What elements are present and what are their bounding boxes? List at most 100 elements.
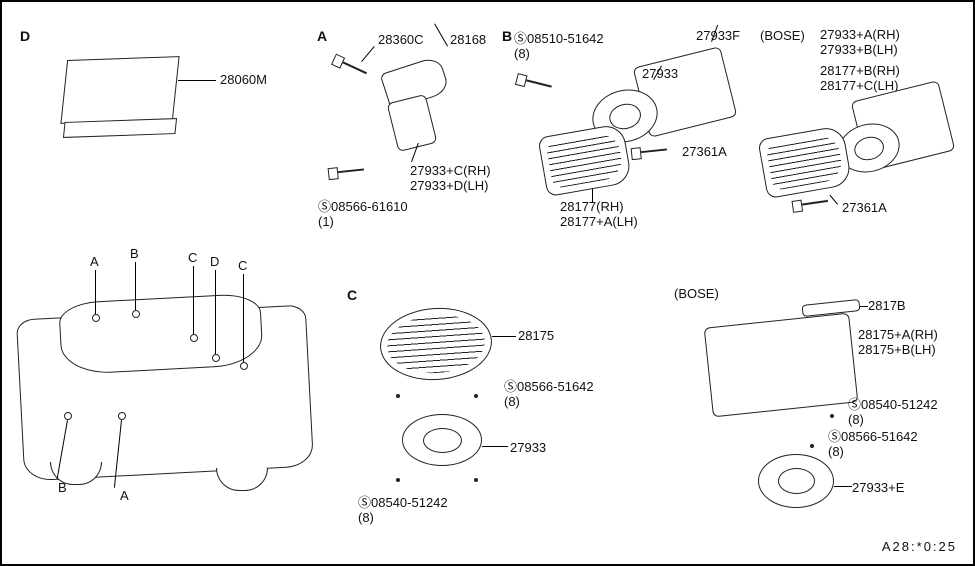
label-27933-c: 27933	[510, 440, 546, 455]
screw-c-1	[396, 394, 400, 398]
screw-c-3	[396, 478, 400, 482]
tweeter-body	[387, 94, 438, 152]
pin-c1	[190, 334, 198, 342]
label-br-speaker-rh: 28177+B(RH)	[820, 64, 900, 79]
pin-a1	[92, 314, 100, 322]
label-br-bracket: 27933+A(RH) 27933+B(LH)	[820, 28, 900, 58]
screw-c-4	[474, 478, 478, 482]
grille-br	[757, 125, 852, 199]
label-c-bottom-qty: (8)	[358, 511, 448, 526]
pin-label-a2: A	[120, 488, 129, 503]
module-box	[60, 56, 179, 124]
pin-label-d1: D	[210, 254, 219, 269]
bolt-a-screwclip	[339, 60, 367, 74]
pin-label-b1: B	[130, 246, 139, 261]
leader-2817b	[860, 306, 868, 307]
section-letter-a: A	[317, 28, 327, 44]
pin-label-b2: B	[58, 480, 67, 495]
leader-27933-c	[482, 446, 508, 447]
leader-pin-c1	[193, 266, 194, 334]
label-br-bracket-lh: 27933+B(LH)	[820, 43, 900, 58]
label-cr-std1-a: Ⓢ08540-51242	[848, 398, 938, 413]
label-b-grille-lh: 28177+A(LH)	[560, 215, 638, 230]
grille-c	[378, 304, 495, 384]
label-28175: 28175	[518, 328, 554, 343]
label-27361a-b: 27361A	[682, 144, 727, 159]
label-b-stdnote: Ⓢ08510-51642 (8)	[514, 32, 604, 62]
label-c-bottomnote: Ⓢ08540-51242 (8)	[358, 496, 448, 526]
label-a-rh-lh: 27933+C(RH) 27933+D(LH)	[410, 164, 491, 194]
label-28060m: 28060M	[220, 72, 267, 87]
label-27361a-br: 27361A	[842, 200, 887, 215]
pin-a2	[118, 412, 126, 420]
label-cr-std2-b: (8)	[828, 445, 918, 460]
label-a-rh: 27933+C(RH)	[410, 164, 491, 179]
pin-label-a1: A	[90, 254, 99, 269]
leader-27361a-br	[830, 195, 838, 205]
leader-28060m	[178, 80, 216, 81]
pin-b2	[64, 412, 72, 420]
label-b-qty: (8)	[514, 47, 604, 62]
label-a-std: Ⓢ08566-61610	[318, 200, 408, 215]
label-cr-box: 28175+A(RH) 28175+B(LH)	[858, 328, 938, 358]
label-br-speaker: 28177+B(RH) 28177+C(LH)	[820, 64, 900, 94]
bolt-a-lower	[334, 168, 364, 173]
bolt-b-lower	[637, 148, 667, 153]
label-c-bottom: Ⓢ08540-51242	[358, 496, 448, 511]
section-letter-d: D	[20, 28, 30, 44]
pin-label-c1: C	[188, 250, 197, 265]
leader-27933e	[834, 486, 852, 487]
label-bose-bottom: (BOSE)	[674, 286, 719, 301]
drawing-code: A28:*0:25	[882, 539, 957, 554]
label-cr-std1: Ⓢ08540-51242 (8)	[848, 398, 938, 428]
label-28360c: 28360C	[378, 32, 424, 47]
label-a-qty: (1)	[318, 215, 408, 230]
label-br-bracket-rh: 27933+A(RH)	[820, 28, 900, 43]
label-cr-std2-a: Ⓢ08566-51642	[828, 430, 918, 445]
speaker-c	[402, 414, 482, 466]
screw-cr-2	[810, 444, 814, 448]
pin-c2	[240, 362, 248, 370]
leader-b-grille	[592, 188, 593, 202]
label-b-grille: 28177(RH) 28177+A(LH)	[560, 200, 638, 230]
car-wheel-rear	[216, 468, 268, 491]
section-letter-b: B	[502, 28, 512, 44]
leader-pin-c2	[243, 274, 244, 362]
leader-pin-a1	[95, 270, 96, 314]
car-roof	[58, 293, 263, 375]
pin-label-c2: C	[238, 258, 247, 273]
screw-cr-1	[830, 414, 834, 418]
label-bose-top: (BOSE)	[760, 28, 805, 43]
pin-b1	[132, 310, 140, 318]
bolt-b-upper	[522, 78, 552, 87]
label-c-stdnote: Ⓢ08566-51642 (8)	[504, 380, 594, 410]
speaker-cr	[758, 454, 834, 508]
label-a-lh: 27933+D(LH)	[410, 179, 491, 194]
leader-28360c	[361, 46, 375, 62]
label-cr-box-lh: 28175+B(LH)	[858, 343, 938, 358]
label-27933f: 27933F	[696, 28, 740, 43]
grille-b	[537, 123, 632, 197]
label-cr-std2: Ⓢ08566-51642 (8)	[828, 430, 918, 460]
label-cr-std1-b: (8)	[848, 413, 938, 428]
leader-28175	[492, 336, 516, 337]
pin-d1	[212, 354, 220, 362]
section-letter-c: C	[347, 287, 357, 303]
bolt-br	[798, 200, 828, 206]
label-2817b: 2817B	[868, 298, 906, 313]
label-27933e: 27933+E	[852, 480, 904, 495]
diagram-canvas: D A B C 28060M 28360C 28168 27933+C(RH) …	[0, 0, 975, 566]
box-cr	[704, 313, 859, 418]
label-c-std: Ⓢ08566-51642	[504, 380, 594, 395]
label-cr-box-rh: 28175+A(RH)	[858, 328, 938, 343]
leader-pin-d1	[215, 270, 216, 354]
label-b-grille-rh: 28177(RH)	[560, 200, 638, 215]
label-c-qty: (8)	[504, 395, 594, 410]
screw-c-2	[474, 394, 478, 398]
leader-pin-b1	[135, 262, 136, 310]
label-a-bottomnote: Ⓢ08566-61610 (1)	[318, 200, 408, 230]
label-b-std: Ⓢ08510-51642	[514, 32, 604, 47]
label-28168: 28168	[450, 32, 486, 47]
module-base	[63, 118, 177, 138]
leader-28168	[434, 23, 448, 46]
